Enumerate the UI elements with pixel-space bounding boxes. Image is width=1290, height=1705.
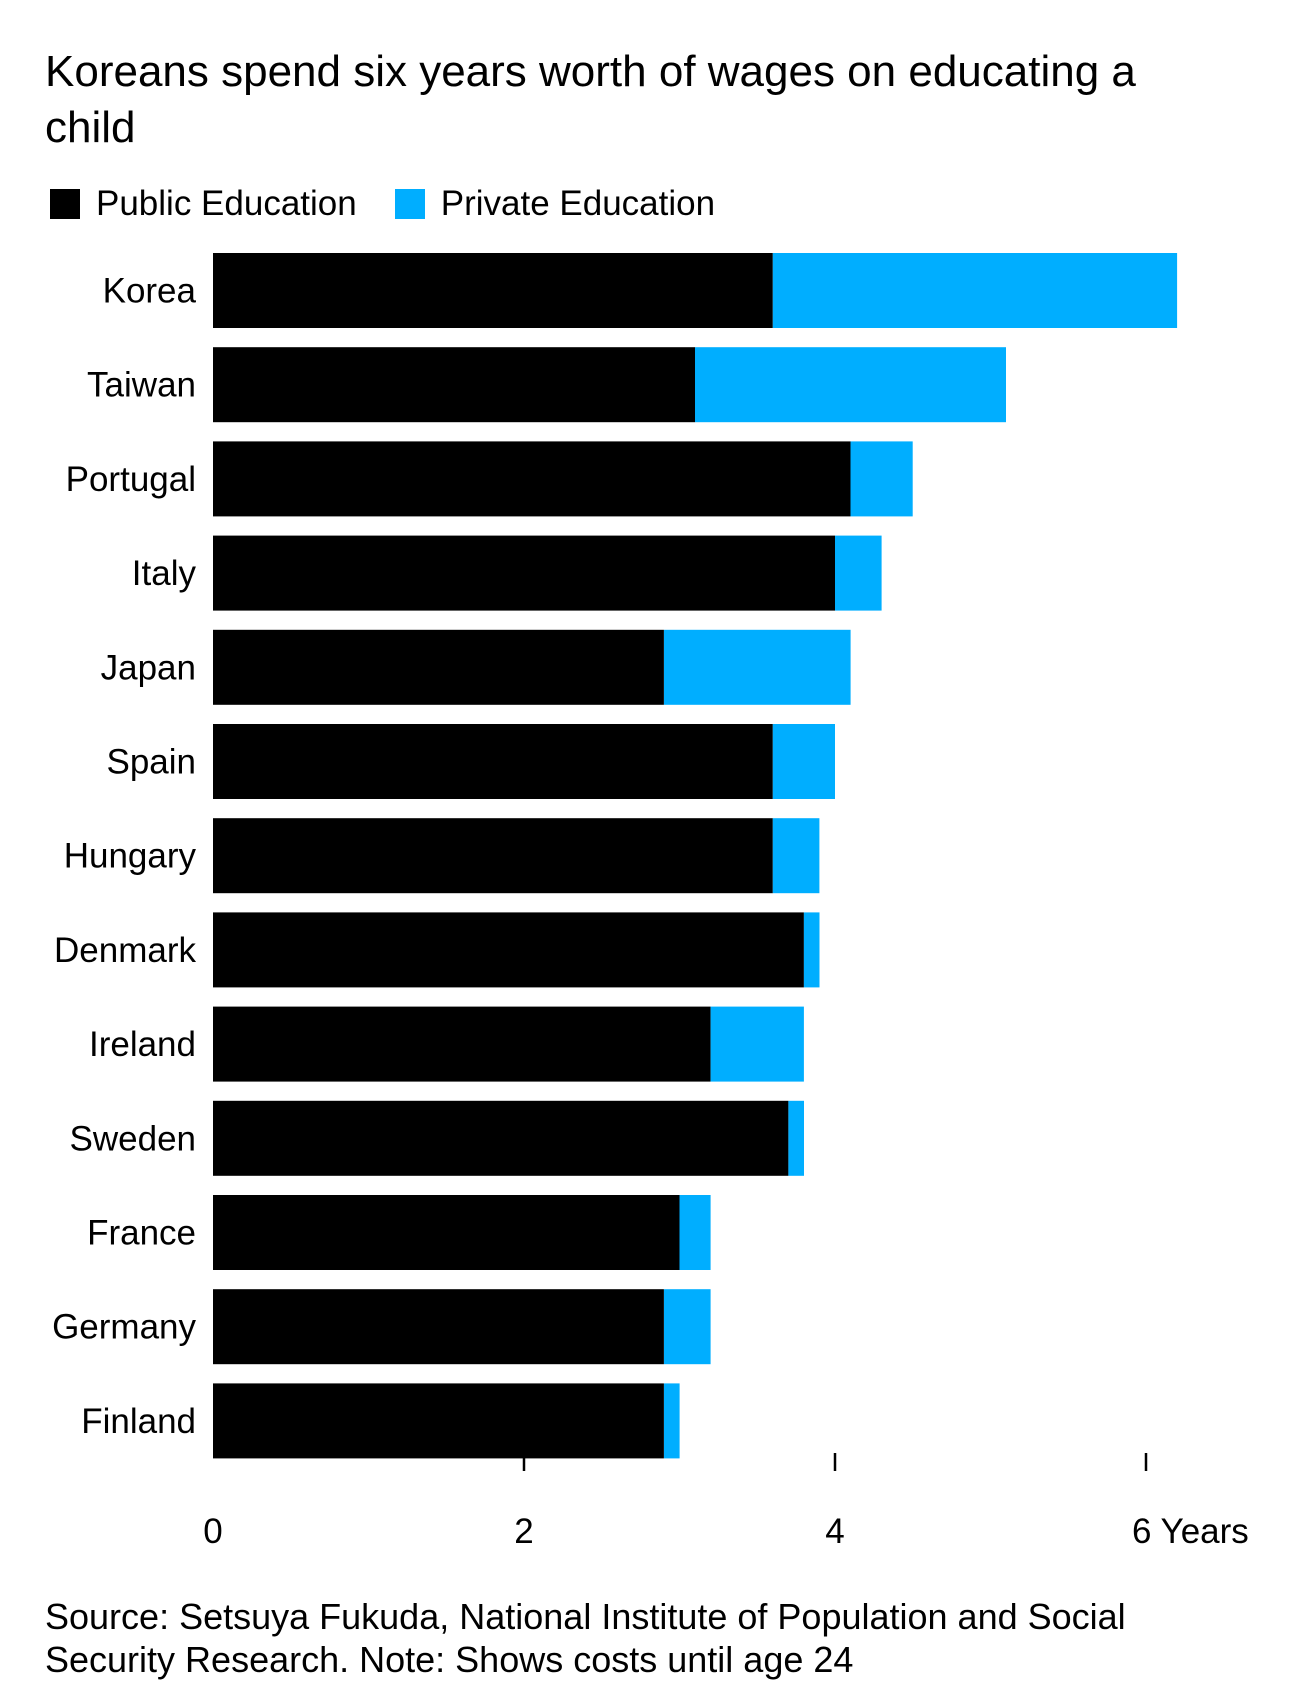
category-label-portugal: Portugal <box>66 460 196 499</box>
category-label-italy: Italy <box>132 554 197 593</box>
bar-korea-private <box>772 253 1178 328</box>
category-label-sweden: Sweden <box>70 1119 196 1158</box>
category-label-ireland: Ireland <box>89 1025 196 1064</box>
bar-taiwan-public <box>213 347 696 423</box>
category-label-korea: Korea <box>103 272 197 311</box>
category-label-denmark: Denmark <box>54 931 196 970</box>
category-label-japan: Japan <box>101 648 196 687</box>
category-label-france: France <box>87 1214 196 1253</box>
x-tick-label-2: 2 <box>514 1512 533 1551</box>
bar-korea-public <box>213 253 773 328</box>
bar-taiwan-private <box>695 347 1006 423</box>
bar-ireland-private <box>710 1006 804 1082</box>
chart-title: Koreans spend six years worth of wages o… <box>45 47 1136 152</box>
bar-france-private <box>679 1195 711 1270</box>
bar-hungary-public <box>213 818 773 894</box>
bar-spain-private <box>772 724 835 799</box>
bar-portugal-private <box>850 441 913 517</box>
bar-france-public <box>213 1195 680 1270</box>
category-label-finland: Finland <box>81 1402 196 1441</box>
bar-spain-public <box>213 724 773 799</box>
bar-sweden-private <box>788 1100 804 1176</box>
legend-swatch-private <box>394 189 425 219</box>
bar-denmark-private <box>803 912 820 988</box>
bar-germany-private <box>664 1289 711 1365</box>
source-note: Source: Setsuya Fukuda, National Institu… <box>45 1596 1126 1680</box>
x-tick-label-4: 4 <box>825 1512 844 1551</box>
bar-sweden-public <box>213 1100 789 1176</box>
bar-germany-public <box>213 1289 664 1365</box>
bar-japan-public <box>213 629 664 705</box>
category-label-taiwan: Taiwan <box>87 366 196 405</box>
x-tick-label-6: 6 Years <box>1132 1512 1249 1551</box>
category-label-germany: Germany <box>52 1308 196 1347</box>
bar-italy-private <box>835 535 882 611</box>
x-tick-label-0: 0 <box>203 1512 222 1551</box>
bar-finland-private <box>664 1383 680 1459</box>
category-label-hungary: Hungary <box>64 837 197 876</box>
bar-chart: Korea Taiwan Portugal Italy Japan Spain Hungar… <box>52 253 1249 1551</box>
bar-denmark-public <box>213 912 804 988</box>
chart-legend: Public Education Private Education <box>50 182 753 226</box>
bar-finland-public <box>213 1383 664 1459</box>
category-label-spain: Spain <box>106 743 196 782</box>
legend-label-public: Public Education <box>96 184 357 223</box>
legend-item-private: Private Education <box>394 184 716 224</box>
bar-ireland-public <box>213 1006 711 1082</box>
legend-swatch-public <box>50 189 80 219</box>
bar-japan-private <box>664 629 851 705</box>
bar-hungary-private <box>772 818 820 894</box>
legend-item-public: Public Education <box>50 184 357 224</box>
bar-portugal-public <box>213 441 851 517</box>
legend-label-private: Private Education <box>440 184 716 223</box>
bar-italy-public <box>213 535 835 611</box>
